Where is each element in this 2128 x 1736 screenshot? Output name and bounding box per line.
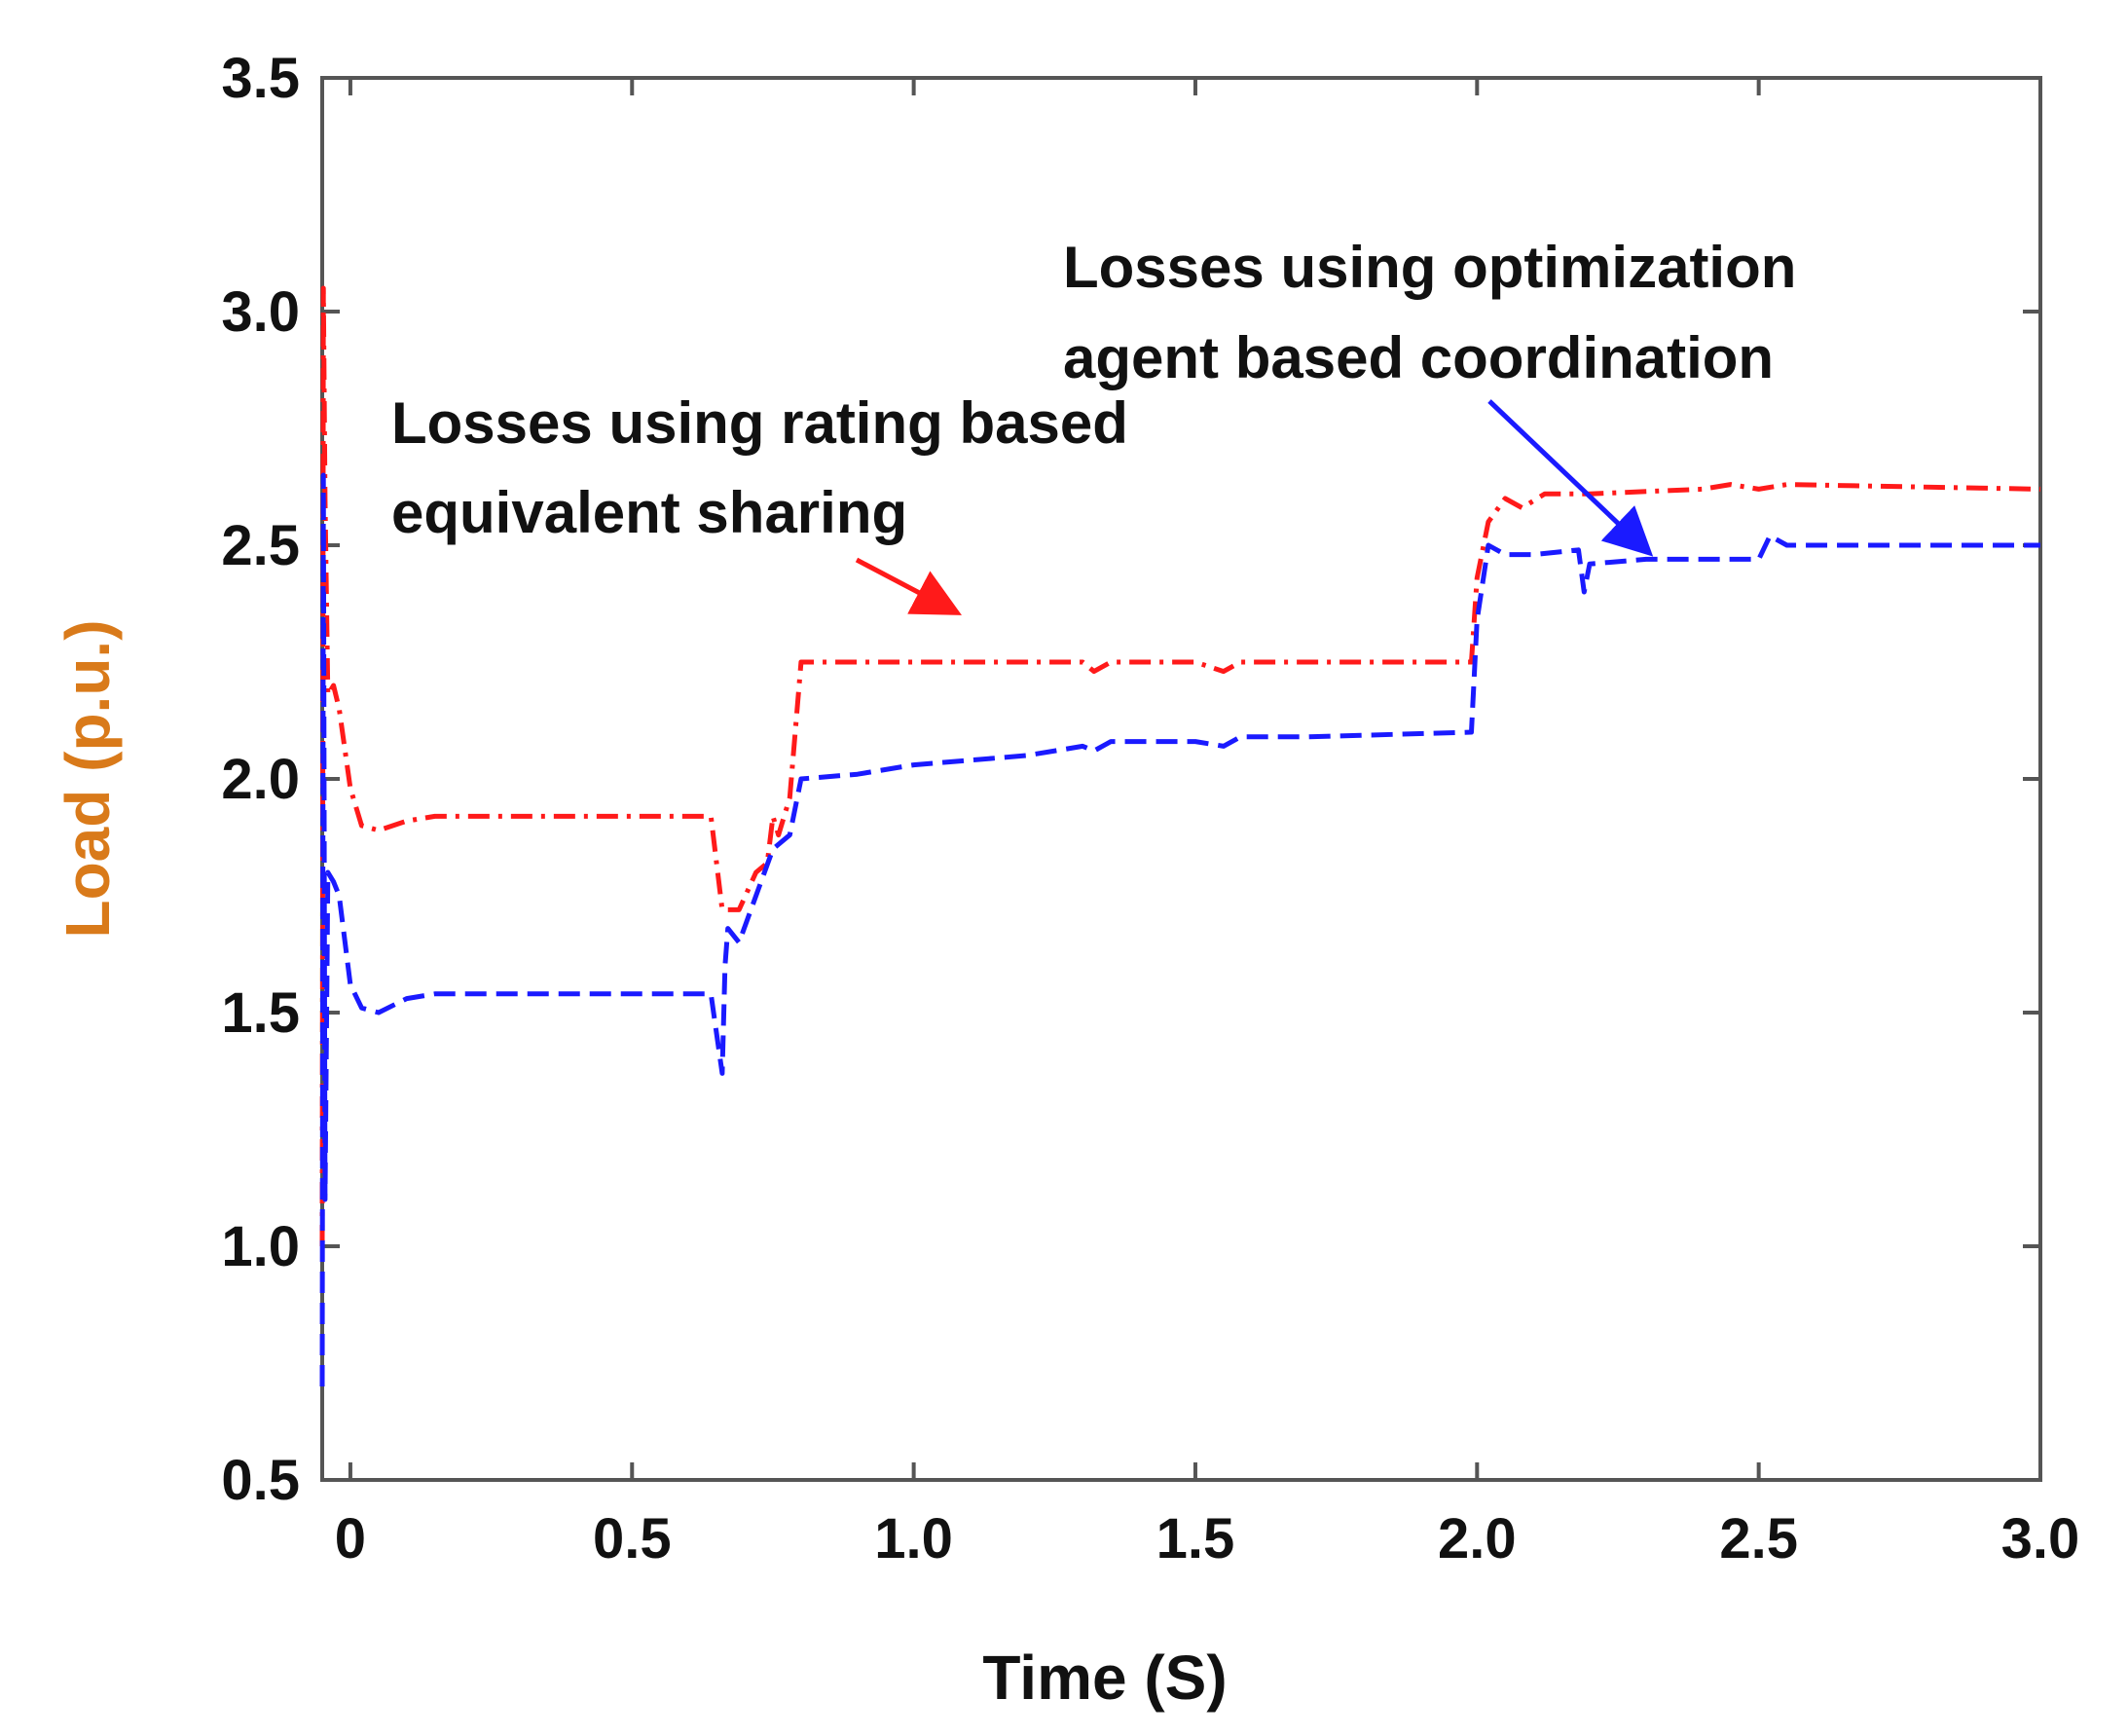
- x-tick-label: 1.5: [1156, 1507, 1235, 1570]
- axis-ticks: 0 0.5 1.0 1.5 2.0 2.5 3.0 0.5 1.0 1.5 2.0 2.5 3.0 3.5: [221, 47, 2079, 1570]
- x-tick-label: 2.5: [1719, 1507, 1798, 1570]
- y-tick-label: 3.0: [221, 280, 300, 344]
- x-axis-title: Time (S): [982, 1643, 1227, 1713]
- y-tick-label: 3.5: [221, 47, 300, 110]
- y-tick-label: 2.5: [221, 514, 300, 577]
- x-tick-label: 0.5: [593, 1507, 672, 1570]
- annotation-text-line: Losses using rating based: [391, 390, 1128, 456]
- annotation-arrow: [855, 557, 962, 615]
- x-tick-label: 1.0: [874, 1507, 953, 1570]
- annotations-layer: Losses using rating based equivalent shar…: [391, 235, 1796, 615]
- y-tick-label: 1.0: [221, 1215, 300, 1278]
- annotation-text-line: Losses using optimization: [1063, 235, 1796, 300]
- series-line-optimization-based: [319, 472, 2040, 1387]
- series-layer: [319, 285, 2041, 1387]
- x-tick-label: 0: [335, 1507, 366, 1570]
- y-tick-label: 0.5: [221, 1449, 300, 1512]
- annotation-text-line: agent based coordination: [1063, 325, 1774, 390]
- annotation-text-line: equivalent sharing: [391, 480, 907, 545]
- series-line-rating-based: [319, 285, 2041, 1247]
- y-tick-label: 2.0: [221, 748, 300, 811]
- x-tick-label: 3.0: [2001, 1507, 2080, 1570]
- x-tick-label: 2.0: [1438, 1507, 1517, 1570]
- y-axis-title: Load (p.u.): [53, 619, 123, 938]
- annotation-arrow: [1487, 399, 1654, 557]
- y-tick-label: 1.5: [221, 981, 300, 1045]
